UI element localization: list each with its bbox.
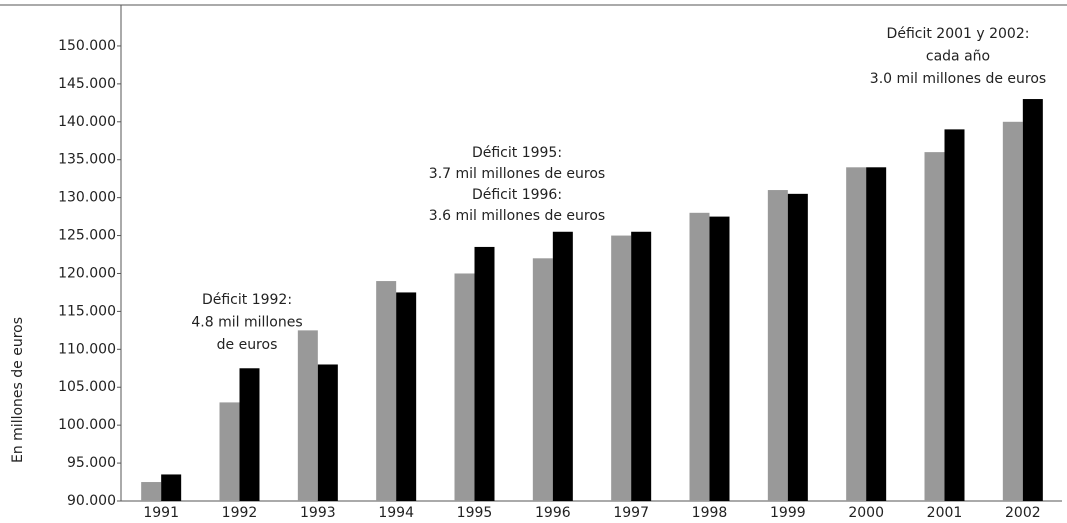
y-tick-label: 105.000 — [58, 379, 116, 395]
bar — [474, 246, 495, 501]
y-tick-label: 140.000 — [58, 114, 116, 130]
bar — [709, 216, 730, 502]
bar — [454, 273, 475, 501]
y-tick-label: 115.000 — [58, 303, 116, 319]
x-tick-label: 1996 — [535, 505, 571, 521]
y-tick-label: 100.000 — [58, 417, 116, 433]
bar — [846, 167, 867, 502]
y-tick-label: 95.000 — [67, 455, 116, 471]
annotation: de euros — [217, 337, 278, 353]
bar — [141, 482, 162, 501]
bar — [631, 231, 652, 501]
bar — [297, 330, 318, 501]
x-tick-label: 2001 — [927, 505, 963, 521]
bar — [689, 212, 710, 502]
x-tick-label: 1998 — [692, 505, 728, 521]
annotation: Déficit 1996: — [472, 187, 562, 203]
x-tick-label: 1993 — [300, 505, 336, 521]
x-tick-label: 1991 — [143, 505, 179, 521]
bar — [376, 281, 397, 501]
annotation: cada año — [926, 49, 990, 65]
y-tick-label: 130.000 — [58, 190, 116, 206]
x-tick-label: 1994 — [378, 505, 414, 521]
bar — [767, 190, 788, 501]
x-tick-label: 1997 — [613, 505, 649, 521]
x-tick-label: 1999 — [770, 505, 806, 521]
bar — [787, 193, 808, 501]
bar — [924, 152, 945, 501]
annotation: 3.6 mil millones de euros — [429, 208, 605, 224]
y-tick-label: 135.000 — [58, 152, 116, 168]
y-tick-label: 150.000 — [58, 38, 116, 54]
annotation: 4.8 mil millones — [191, 315, 302, 331]
y-tick-label: 110.000 — [58, 341, 116, 357]
bar — [161, 474, 182, 501]
annotation: Déficit 1995: — [472, 145, 562, 161]
bar — [1002, 121, 1023, 501]
bar — [611, 235, 632, 501]
bar — [317, 364, 338, 501]
bar — [239, 368, 260, 501]
x-tick-label: 1995 — [457, 505, 493, 521]
bar — [396, 292, 417, 501]
annotation: Déficit 1992: — [202, 292, 292, 308]
bar — [1022, 99, 1043, 501]
annotation: Déficit 2001 y 2002: — [887, 26, 1030, 42]
bar — [944, 129, 965, 501]
bar — [219, 402, 240, 501]
y-tick-label: 120.000 — [58, 265, 116, 281]
annotation: 3.7 mil millones de euros — [429, 166, 605, 182]
bar — [866, 167, 887, 502]
bar — [532, 258, 553, 501]
bar — [552, 231, 573, 501]
y-tick-label: 90.000 — [67, 493, 116, 509]
x-tick-label: 2002 — [1005, 505, 1041, 521]
annotation: 3.0 mil millones de euros — [870, 71, 1046, 87]
x-tick-label: 2000 — [848, 505, 884, 521]
y-tick-label: 125.000 — [58, 228, 116, 244]
x-tick-label: 1992 — [222, 505, 258, 521]
y-tick-label: 145.000 — [58, 76, 116, 92]
y-axis-title: En millones de euros — [10, 317, 26, 463]
